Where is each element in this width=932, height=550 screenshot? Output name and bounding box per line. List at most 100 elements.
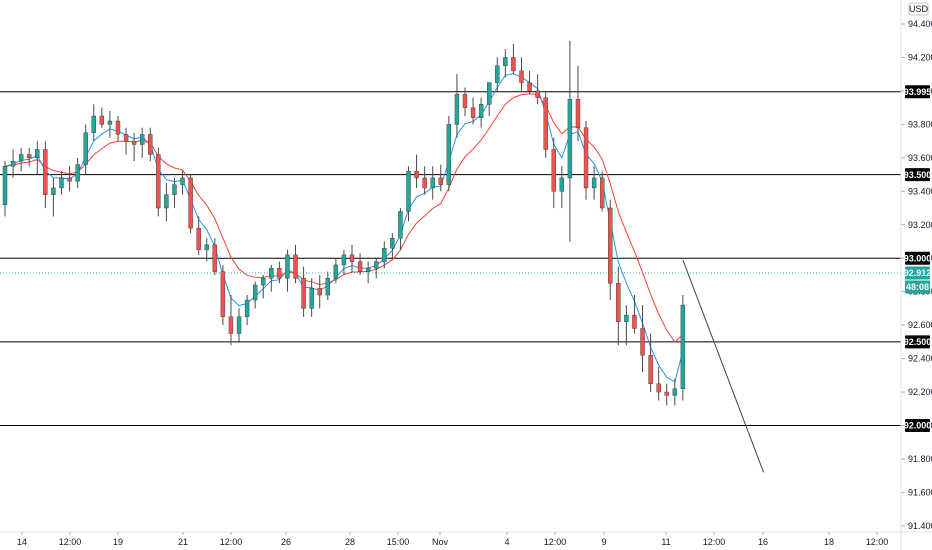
candle[interactable] — [511, 44, 516, 75]
candle[interactable] — [252, 281, 258, 309]
candle[interactable] — [543, 90, 548, 158]
candle[interactable] — [27, 147, 32, 167]
candle[interactable] — [599, 171, 605, 212]
candle[interactable] — [487, 82, 492, 117]
candle-body — [309, 288, 314, 309]
price-tags: 93.995 93.500 93.000 92.500 92.000 92.912 48:0… — [904, 85, 931, 433]
candle[interactable] — [236, 308, 242, 342]
candle[interactable] — [583, 121, 589, 200]
candle[interactable] — [591, 166, 597, 200]
candle[interactable] — [414, 154, 419, 188]
candle[interactable] — [220, 264, 226, 326]
candle-body — [228, 316, 234, 334]
candle[interactable] — [99, 107, 105, 128]
candle[interactable] — [309, 278, 314, 317]
candle[interactable] — [656, 366, 661, 401]
candle[interactable] — [640, 305, 645, 372]
candle[interactable] — [430, 166, 435, 200]
candle[interactable] — [10, 149, 16, 178]
candle[interactable] — [164, 182, 169, 222]
candle[interactable] — [18, 147, 24, 172]
candle[interactable] — [503, 49, 508, 78]
candle[interactable] — [559, 166, 565, 209]
candle[interactable] — [43, 141, 48, 209]
candle[interactable] — [624, 305, 629, 346]
candle[interactable] — [301, 266, 306, 317]
price-tick-label: 92.600 — [908, 320, 932, 330]
candle[interactable] — [148, 127, 153, 162]
candle[interactable] — [422, 166, 427, 195]
candle-body — [559, 177, 565, 192]
time-axis[interactable]: 14 12:00 19 21 12:00 26 28 15:00 Nov 4 12:00 9 11 12:… — [17, 532, 888, 547]
price-tick-label: 93.200 — [908, 220, 932, 230]
candle[interactable] — [551, 137, 556, 209]
candle[interactable] — [462, 87, 468, 117]
time-tick-label: 18 — [824, 537, 834, 547]
candle[interactable] — [341, 249, 347, 275]
candle[interactable] — [632, 295, 637, 334]
candle[interactable] — [196, 216, 201, 255]
candle[interactable] — [454, 74, 460, 138]
candle[interactable] — [333, 258, 339, 284]
candle[interactable] — [212, 238, 218, 275]
candle[interactable] — [390, 233, 395, 259]
candle[interactable] — [59, 171, 64, 195]
candle[interactable] — [131, 132, 137, 162]
candle[interactable] — [51, 177, 56, 217]
candle[interactable] — [244, 295, 250, 326]
time-tick-label: 21 — [178, 537, 188, 547]
candle[interactable] — [317, 274, 322, 309]
candle[interactable] — [382, 241, 387, 269]
candle-body — [196, 227, 201, 251]
candle[interactable] — [519, 57, 524, 91]
candle[interactable] — [495, 57, 500, 91]
candle[interactable] — [535, 74, 540, 105]
candle[interactable] — [616, 266, 621, 346]
price-axis[interactable]: 94.40094.20094.00093.80093.60093.40093.2… — [901, 19, 932, 531]
candle[interactable] — [2, 161, 8, 217]
candle[interactable] — [107, 110, 113, 138]
candle-body — [470, 107, 476, 118]
candle[interactable] — [67, 166, 72, 192]
projection-trend-line[interactable] — [682, 259, 765, 473]
candle[interactable] — [75, 157, 80, 188]
candle[interactable] — [269, 264, 274, 292]
candle[interactable] — [527, 70, 532, 95]
candle[interactable] — [188, 174, 193, 234]
candle[interactable] — [325, 271, 330, 301]
candle[interactable] — [285, 249, 290, 292]
candle[interactable] — [139, 127, 145, 158]
candle[interactable] — [293, 244, 298, 284]
candle[interactable] — [575, 65, 581, 142]
candle[interactable] — [406, 166, 411, 222]
candle[interactable] — [35, 141, 40, 175]
candle[interactable] — [608, 199, 613, 301]
candle[interactable] — [204, 238, 209, 262]
candle[interactable] — [349, 244, 355, 272]
candle[interactable] — [680, 295, 686, 401]
candle[interactable] — [365, 261, 371, 284]
candle[interactable] — [446, 116, 452, 192]
candle[interactable] — [91, 104, 96, 142]
candle[interactable] — [664, 383, 669, 406]
time-tick-label: 4 — [504, 537, 509, 547]
candle[interactable] — [478, 97, 484, 128]
candle[interactable] — [648, 333, 653, 393]
candle[interactable] — [180, 171, 185, 195]
candle[interactable] — [277, 261, 282, 284]
candle[interactable] — [357, 253, 363, 275]
candle[interactable] — [672, 378, 678, 406]
candle[interactable] — [470, 97, 476, 125]
candle[interactable] — [567, 40, 573, 242]
candle[interactable] — [156, 147, 161, 217]
candle[interactable] — [398, 208, 403, 250]
candle[interactable] — [374, 258, 379, 279]
candle[interactable] — [228, 295, 234, 346]
candle[interactable] — [261, 274, 266, 299]
candle[interactable] — [83, 124, 88, 175]
candle[interactable] — [172, 177, 177, 209]
candle[interactable] — [123, 127, 129, 155]
candle[interactable] — [115, 116, 121, 142]
candle[interactable] — [438, 164, 443, 192]
